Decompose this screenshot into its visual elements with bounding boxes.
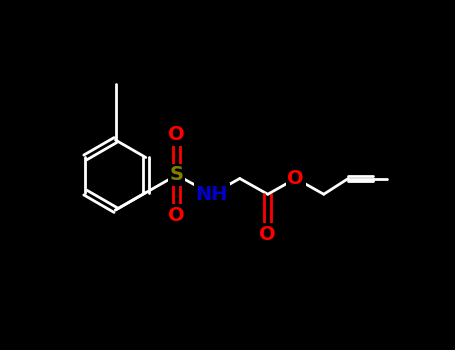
Text: O: O (168, 206, 185, 225)
Text: O: O (288, 169, 304, 188)
Text: NH: NH (196, 185, 228, 204)
Text: O: O (168, 125, 185, 144)
Text: S: S (170, 166, 184, 184)
Text: O: O (259, 225, 276, 244)
